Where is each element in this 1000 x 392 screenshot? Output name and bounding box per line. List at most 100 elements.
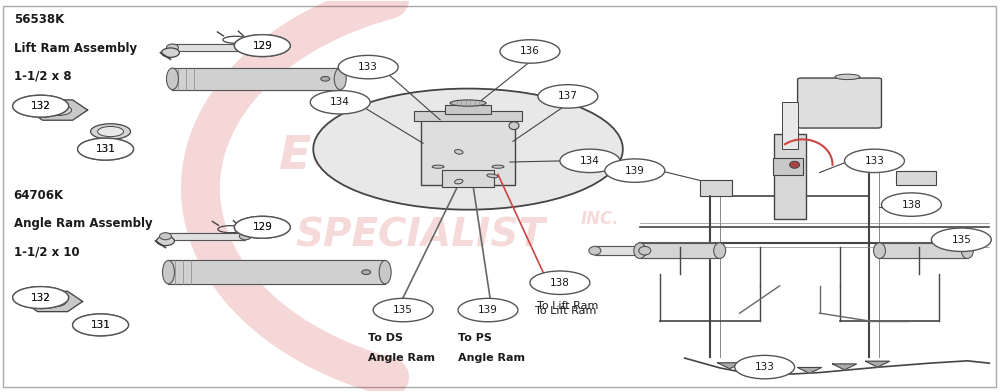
Text: 129: 129 [252, 222, 272, 232]
Ellipse shape [790, 161, 800, 168]
Text: 129: 129 [252, 41, 272, 51]
Text: 132: 132 [31, 292, 51, 303]
Text: 1-1/2 x 10: 1-1/2 x 10 [14, 246, 79, 259]
FancyBboxPatch shape [442, 170, 494, 187]
Text: To PS: To PS [458, 334, 492, 343]
Circle shape [73, 314, 129, 336]
Ellipse shape [961, 243, 973, 258]
Text: EQUIPMEN: EQUIPMEN [279, 134, 561, 180]
Ellipse shape [239, 233, 251, 240]
Circle shape [735, 356, 795, 379]
Circle shape [13, 95, 69, 117]
Text: 139: 139 [625, 165, 645, 176]
Ellipse shape [379, 260, 391, 284]
Text: Angle Ram Assembly: Angle Ram Assembly [14, 218, 152, 230]
Ellipse shape [98, 127, 124, 137]
Text: 131: 131 [91, 320, 110, 330]
Circle shape [234, 216, 290, 238]
Circle shape [845, 149, 904, 172]
Text: 138: 138 [550, 278, 570, 288]
Text: 136: 136 [520, 47, 540, 56]
Polygon shape [718, 363, 742, 368]
Circle shape [73, 314, 129, 336]
Circle shape [313, 89, 623, 210]
Circle shape [530, 271, 590, 294]
Ellipse shape [362, 270, 371, 274]
Circle shape [234, 34, 290, 56]
Ellipse shape [487, 174, 498, 178]
Text: 132: 132 [31, 292, 51, 303]
Text: 132: 132 [31, 101, 51, 111]
Ellipse shape [634, 243, 646, 258]
Text: 135: 135 [951, 235, 971, 245]
Circle shape [78, 138, 134, 160]
Text: 137: 137 [558, 91, 578, 102]
Ellipse shape [159, 233, 171, 240]
Ellipse shape [835, 74, 860, 80]
Circle shape [13, 95, 69, 117]
Circle shape [13, 287, 69, 309]
Circle shape [373, 298, 433, 322]
Ellipse shape [639, 247, 651, 255]
FancyBboxPatch shape [782, 102, 798, 149]
Text: SPECIALIST: SPECIALIST [295, 216, 545, 254]
Circle shape [338, 55, 398, 79]
Circle shape [500, 40, 560, 63]
Polygon shape [865, 361, 889, 367]
Text: 132: 132 [31, 101, 51, 111]
Text: 133: 133 [358, 62, 378, 72]
Circle shape [78, 138, 134, 160]
Polygon shape [23, 291, 83, 312]
Ellipse shape [492, 165, 504, 168]
Text: Angle Ram: Angle Ram [368, 353, 435, 363]
FancyBboxPatch shape [700, 180, 732, 196]
FancyBboxPatch shape [445, 105, 491, 114]
Polygon shape [798, 367, 822, 373]
Text: 56538K: 56538K [14, 13, 64, 26]
Text: To Lift Ram: To Lift Ram [537, 301, 598, 311]
Text: 129: 129 [252, 222, 272, 232]
FancyBboxPatch shape [414, 111, 522, 121]
Ellipse shape [162, 260, 174, 284]
Text: 131: 131 [96, 144, 115, 154]
Ellipse shape [589, 247, 601, 255]
Text: 134: 134 [580, 156, 600, 166]
Ellipse shape [432, 165, 444, 168]
Ellipse shape [91, 124, 131, 140]
Text: 131: 131 [96, 144, 115, 154]
Ellipse shape [249, 44, 261, 51]
Ellipse shape [509, 122, 519, 130]
Circle shape [13, 287, 69, 309]
Circle shape [234, 216, 290, 238]
Text: 133: 133 [865, 156, 884, 166]
Ellipse shape [44, 105, 72, 116]
Ellipse shape [39, 296, 67, 307]
FancyBboxPatch shape [896, 171, 936, 185]
Text: 1-1/2 x 8: 1-1/2 x 8 [14, 70, 71, 83]
Ellipse shape [161, 48, 179, 57]
Circle shape [605, 159, 665, 182]
Circle shape [881, 193, 941, 216]
Text: 138: 138 [901, 200, 921, 210]
FancyBboxPatch shape [774, 134, 806, 220]
Ellipse shape [156, 236, 174, 246]
Text: To Lift Ram: To Lift Ram [535, 306, 596, 316]
Ellipse shape [450, 100, 486, 106]
Ellipse shape [321, 76, 330, 81]
FancyBboxPatch shape [3, 6, 996, 387]
Ellipse shape [873, 243, 885, 258]
Circle shape [234, 34, 290, 56]
Polygon shape [833, 364, 857, 370]
Ellipse shape [334, 68, 346, 89]
FancyBboxPatch shape [421, 113, 515, 185]
FancyBboxPatch shape [773, 158, 803, 175]
FancyBboxPatch shape [798, 78, 881, 128]
Ellipse shape [455, 179, 463, 184]
Circle shape [538, 85, 598, 108]
Text: 129: 129 [252, 41, 272, 51]
Ellipse shape [714, 243, 726, 258]
Ellipse shape [455, 150, 463, 154]
Text: 133: 133 [755, 362, 775, 372]
Ellipse shape [83, 318, 109, 328]
Text: Lift Ram Assembly: Lift Ram Assembly [14, 42, 137, 55]
